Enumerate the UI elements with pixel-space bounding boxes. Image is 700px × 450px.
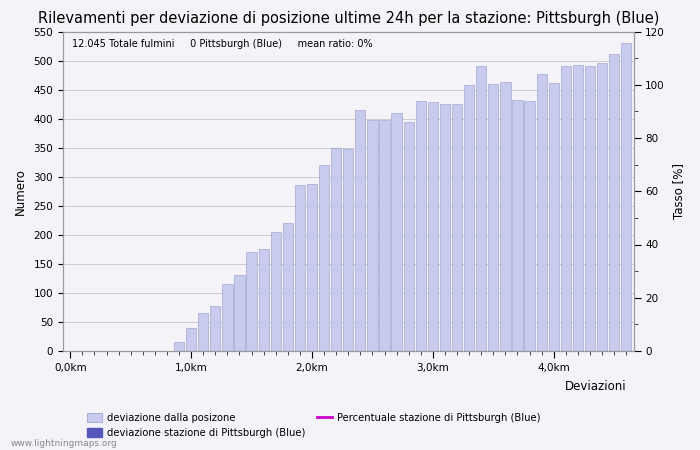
Bar xyxy=(597,63,607,351)
Bar xyxy=(452,104,462,351)
Legend: deviazione dalla posizone, deviazione stazione di Pittsburgh (Blue), Percentuale: deviazione dalla posizone, deviazione st… xyxy=(83,409,545,442)
Bar xyxy=(524,101,535,351)
Bar xyxy=(488,84,498,351)
Bar xyxy=(585,66,595,351)
Bar xyxy=(271,232,281,351)
Bar xyxy=(319,165,329,351)
Bar xyxy=(440,104,450,351)
Bar xyxy=(561,66,571,351)
Y-axis label: Numero: Numero xyxy=(13,168,27,215)
Bar xyxy=(416,101,426,351)
Bar xyxy=(464,85,475,351)
Bar xyxy=(428,102,438,351)
Text: www.lightningmaps.org: www.lightningmaps.org xyxy=(10,439,118,448)
Bar xyxy=(331,148,342,351)
Bar xyxy=(500,82,510,351)
Bar xyxy=(355,110,365,351)
Bar xyxy=(295,185,305,351)
Text: 12.045 Totale fulmini     0 Pittsburgh (Blue)     mean ratio: 0%: 12.045 Totale fulmini 0 Pittsburgh (Blue… xyxy=(71,40,372,50)
Bar xyxy=(246,252,257,351)
Bar xyxy=(343,149,354,351)
Bar xyxy=(368,121,377,351)
Bar xyxy=(512,100,523,351)
Bar xyxy=(391,113,402,351)
Bar xyxy=(621,43,631,351)
Bar xyxy=(536,74,547,351)
Bar xyxy=(198,313,209,351)
Bar xyxy=(609,54,620,351)
Bar xyxy=(549,83,559,351)
Text: Deviazioni: Deviazioni xyxy=(565,380,627,393)
Bar xyxy=(403,122,414,351)
Bar xyxy=(379,120,390,351)
Bar xyxy=(476,66,486,351)
Bar xyxy=(307,184,317,351)
Bar xyxy=(283,223,293,351)
Bar xyxy=(186,328,196,351)
Bar xyxy=(573,65,583,351)
Y-axis label: Tasso [%]: Tasso [%] xyxy=(672,163,685,219)
Bar xyxy=(258,249,269,351)
Bar xyxy=(210,306,220,351)
Bar xyxy=(174,342,184,351)
Bar xyxy=(222,284,232,351)
Bar xyxy=(234,275,244,351)
Title: Rilevamenti per deviazione di posizione ultime 24h per la stazione: Pittsburgh (: Rilevamenti per deviazione di posizione … xyxy=(38,11,659,26)
